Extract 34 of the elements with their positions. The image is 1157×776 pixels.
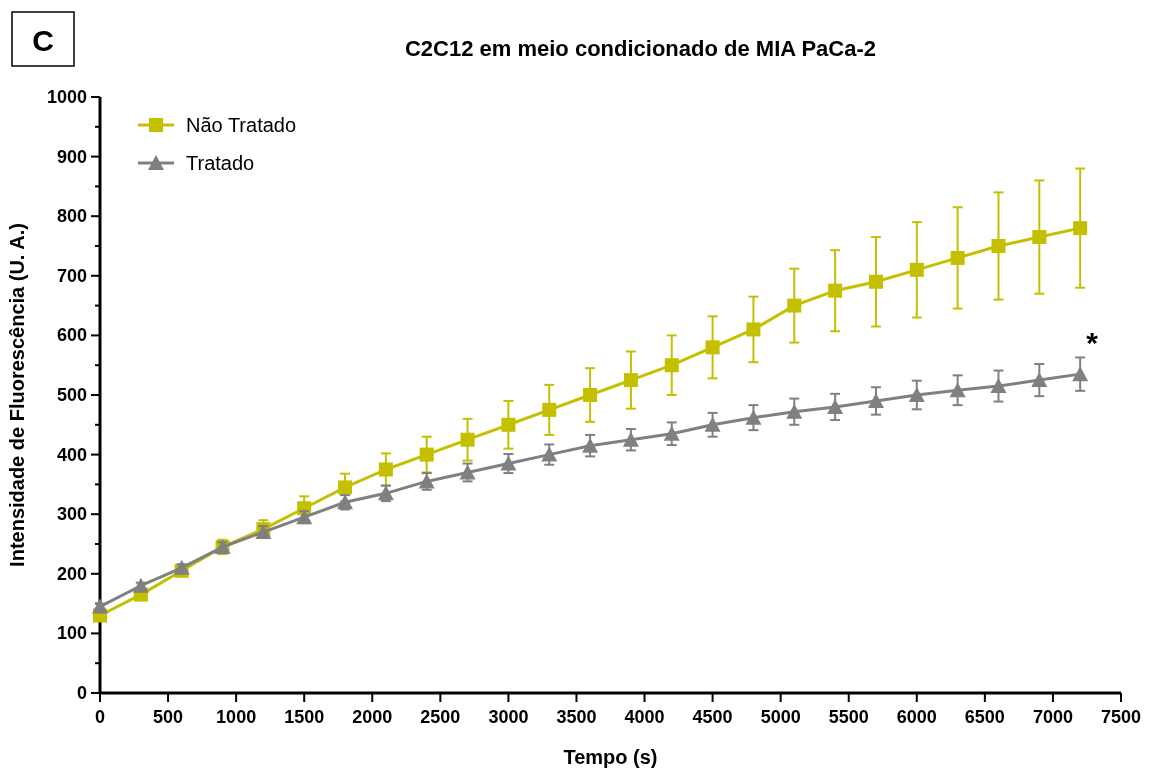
y-tick-label: 400	[56, 444, 87, 465]
x-tick-label: 500	[153, 707, 184, 727]
y-tick-label: 1000	[46, 87, 87, 107]
y-tick-label: 900	[56, 146, 87, 167]
x-axis-title: Tempo (s)	[563, 746, 658, 768]
x-tick-label: 0	[94, 707, 106, 727]
text: C	[32, 24, 54, 57]
legend-label: Tratado	[186, 152, 255, 174]
x-tick-label: 4500	[692, 707, 733, 727]
x-tick-label: 3500	[556, 707, 597, 727]
x-tick-label: 4000	[624, 707, 665, 727]
y-tick-label: 500	[56, 385, 87, 405]
x-tick-label: 2500	[420, 707, 461, 727]
y-tick-label: 200	[56, 563, 87, 584]
x-tick-label: 2000	[352, 707, 393, 727]
x-tick-label: 7500	[1100, 707, 1142, 727]
chart-title: C2C12 em meio condicionado de MIA PaCa-2	[404, 36, 877, 61]
x-tick-label: 6500	[964, 707, 1005, 727]
x-tick-label: 5500	[828, 707, 869, 727]
y-tick-label: 0	[76, 683, 87, 703]
x-tick-label: 1000	[216, 707, 257, 727]
y-tick-label: 700	[56, 265, 87, 286]
legend-label: Não Tratado	[186, 114, 297, 136]
y-tick-label: 100	[56, 623, 87, 644]
x-tick-label: 7000	[1032, 707, 1073, 727]
y-tick-label: 800	[56, 206, 87, 227]
x-tick-label: 6000	[896, 707, 937, 727]
y-tick-label: 600	[56, 325, 87, 346]
x-tick-label: 1500	[284, 707, 325, 727]
x-tick-label: 3000	[488, 707, 529, 727]
x-tick-label: 5000	[760, 707, 801, 727]
annotation: *	[1086, 326, 1099, 360]
y-axis-title: Intensidade de Fluorescência (U. A.)	[6, 223, 28, 567]
y-tick-label: 300	[56, 504, 87, 525]
